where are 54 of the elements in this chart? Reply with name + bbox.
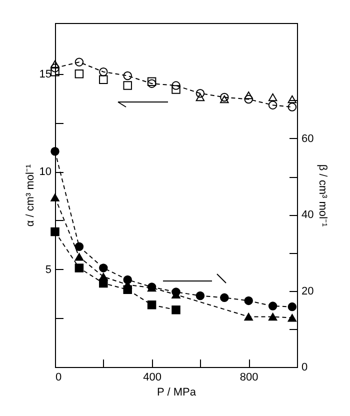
point (268, 93, 278, 102)
point (220, 293, 229, 302)
point (244, 91, 253, 100)
point (268, 312, 278, 321)
point (244, 94, 253, 104)
point (74, 253, 84, 261)
point (99, 278, 108, 288)
point (268, 302, 278, 310)
point (244, 312, 253, 321)
point (99, 264, 108, 272)
point (196, 93, 205, 102)
point (99, 75, 108, 84)
point (196, 89, 205, 98)
point (50, 60, 60, 68)
y2-tick-label: 40 (302, 209, 314, 222)
y-tick-label: 5 (45, 264, 52, 276)
point (147, 77, 156, 86)
point (147, 79, 156, 88)
point (172, 305, 180, 314)
point (244, 296, 253, 306)
y2-axis-title: β / cm³ mol⁻¹ (316, 164, 329, 227)
point (50, 147, 60, 156)
point (74, 58, 84, 66)
point (288, 302, 297, 312)
point (147, 300, 156, 310)
point (172, 81, 180, 90)
x-tick-label: 400 (143, 372, 162, 384)
point (220, 92, 229, 102)
y2-tick-label: 0 (302, 362, 308, 374)
x-axis-title: P / MPa (157, 386, 197, 398)
point (288, 95, 297, 104)
point (220, 95, 229, 104)
point (123, 81, 132, 90)
y2-tick-label: 20 (302, 285, 314, 298)
point (50, 67, 60, 76)
point (123, 71, 132, 80)
x-tick-label: 800 (240, 372, 258, 384)
point (74, 264, 84, 272)
point (196, 291, 205, 300)
point (172, 85, 180, 94)
point (268, 100, 278, 110)
point (288, 102, 297, 112)
point (74, 242, 84, 251)
point (50, 227, 60, 236)
y-tick-label: 15 (39, 68, 52, 80)
point (50, 194, 60, 202)
point (99, 68, 108, 76)
point (74, 69, 84, 78)
x-tick-label: 0 (56, 372, 62, 384)
y-tick-label: 10 (39, 166, 52, 178)
point (123, 285, 132, 294)
y2-tick-label: 60 (302, 132, 314, 145)
y-axis-title: α / cm³ mol⁻¹ (24, 164, 36, 227)
point (288, 314, 297, 322)
